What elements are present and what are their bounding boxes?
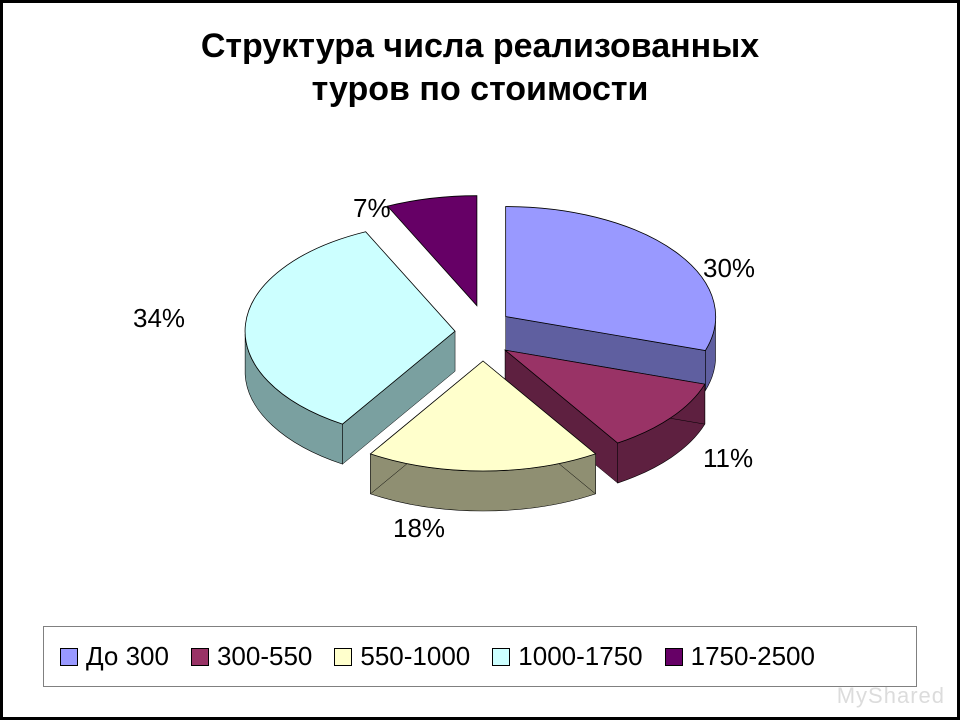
slice-label-0: 30% xyxy=(703,253,755,284)
chart-title: Структура числа реализованных туров по с… xyxy=(3,3,957,110)
legend-label-2: 550-1000 xyxy=(360,641,470,672)
legend-item-0: До 300 xyxy=(60,641,169,672)
legend: До 300 300-550 550-1000 1000-1750 1750-2… xyxy=(43,626,917,687)
legend-swatch-3 xyxy=(492,648,510,666)
slice-label-3: 34% xyxy=(133,303,185,334)
pie-chart: 30% 11% 18% 34% 7% xyxy=(3,143,957,563)
legend-item-3: 1000-1750 xyxy=(492,641,642,672)
legend-item-1: 300-550 xyxy=(191,641,312,672)
legend-label-4: 1750-2500 xyxy=(691,641,815,672)
legend-label-3: 1000-1750 xyxy=(518,641,642,672)
legend-item-2: 550-1000 xyxy=(334,641,470,672)
legend-swatch-2 xyxy=(334,648,352,666)
title-line-2: туров по стоимости xyxy=(312,70,649,108)
legend-swatch-4 xyxy=(665,648,683,666)
legend-label-1: 300-550 xyxy=(217,641,312,672)
legend-item-4: 1750-2500 xyxy=(665,641,815,672)
slice-label-1: 11% xyxy=(703,443,753,474)
legend-label-0: До 300 xyxy=(86,641,169,672)
legend-swatch-1 xyxy=(191,648,209,666)
slice-label-4: 7% xyxy=(353,193,391,224)
chart-frame: Структура числа реализованных туров по с… xyxy=(0,0,960,720)
title-line-1: Структура числа реализованных xyxy=(201,27,759,65)
legend-swatch-0 xyxy=(60,648,78,666)
slice-label-2: 18% xyxy=(393,513,445,544)
